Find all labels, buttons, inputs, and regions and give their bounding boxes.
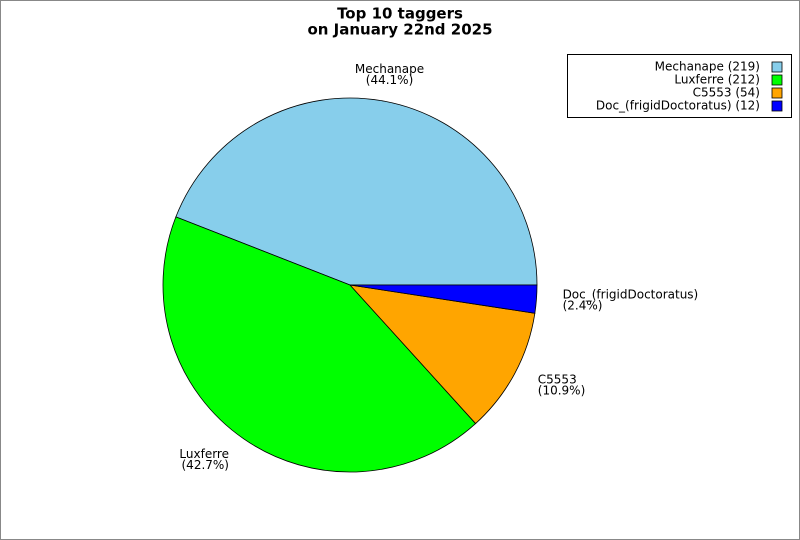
slice-percent: (42.7%) xyxy=(182,458,229,472)
legend-label: Mechanape (219) xyxy=(655,60,760,74)
legend-label: C5553 (54) xyxy=(693,86,760,100)
chart-title: Top 10 taggers xyxy=(337,5,463,23)
legend-swatch xyxy=(771,74,783,86)
slice-label: Doc_(frigidDoctoratus) xyxy=(563,288,699,302)
slice-percent: (44.1%) xyxy=(366,73,413,87)
pie-slice xyxy=(348,284,536,425)
pie-slice xyxy=(349,284,538,314)
legend-label: Doc_(frigidDoctoratus) (12) xyxy=(596,99,760,113)
slice-label: C5553 xyxy=(538,372,577,386)
slice-label: Mechanape xyxy=(355,62,424,76)
legend-swatch xyxy=(771,61,783,73)
chart-title: on January 22nd 2025 xyxy=(307,21,492,39)
slice-label: Luxferre xyxy=(179,447,229,461)
slice-percent: (2.4%) xyxy=(563,299,603,313)
pie-slice xyxy=(175,97,538,286)
legend-swatch xyxy=(771,87,783,99)
legend-box xyxy=(567,54,792,118)
slice-percent: (10.9%) xyxy=(538,383,585,397)
legend-label: Luxferre (212) xyxy=(674,73,760,87)
pie-slice xyxy=(162,216,477,473)
legend-swatch xyxy=(771,100,783,112)
